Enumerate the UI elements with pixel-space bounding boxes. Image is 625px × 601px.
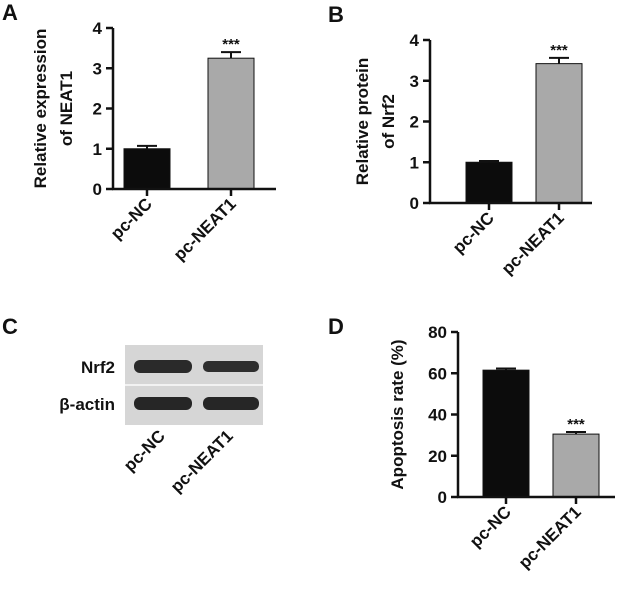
bar-b-1 [535,63,583,204]
y-tick-label-d-3: 60 [428,364,447,383]
y-tick-label-a-2: 2 [93,100,102,119]
y-tick-label-d-4: 80 [428,323,447,342]
y-tick-label-a-3: 3 [93,59,102,78]
blot-divider [125,384,263,386]
y-tick-label-b-4: 4 [410,31,420,50]
panel-letter-b: B [328,2,344,27]
y-tick-label-a-4: 4 [93,19,103,38]
y-axis-label-a-0: Relative expression [31,29,50,189]
category-label-a-1: pc-NEAT1 [170,194,240,264]
y-tick-label-d-2: 40 [428,406,447,425]
category-label-b-0: pc-NC [449,208,498,257]
panel-letter-d: D [328,314,344,339]
band-actin-pc-nc [134,397,192,410]
panel-letter-a: A [2,0,18,25]
chart-d-apoptosis-rate: pc-NC *** pc-NEAT1 0 20 40 60 80 Apoptosis rate … [388,323,615,572]
y-tick-label-b-2: 2 [410,113,419,132]
y-axis-label-b-0: Relative protein [353,58,372,186]
bar-b-0 [465,161,513,204]
category-label-d-1: pc-NEAT1 [515,502,585,572]
panel-letter-c: C [2,314,18,339]
y-tick-label-a-0: 0 [93,180,102,199]
blot-lane-label-pc-nc: pc-NC [120,426,169,475]
blot-row-label-beta-actin: β-actin [59,395,115,414]
y-tick-label-b-1: 1 [410,153,419,172]
y-tick-label-d-1: 20 [428,447,447,466]
band-nrf2-pc-neat1 [203,361,259,372]
y-tick-label-a-1: 1 [93,140,102,159]
chart-a-relative-expression: pc-NC *** pc-NEAT1 0 1 2 3 4 Relative expression… [31,19,276,264]
bar-d-0 [482,369,530,498]
band-actin-pc-neat1 [203,397,259,410]
category-label-a-0: pc-NC [107,194,156,243]
y-tick-label-b-0: 0 [410,194,419,213]
bar-d-1 [552,433,600,498]
significance-d-1: *** [567,416,585,433]
band-nrf2-pc-nc [134,360,192,373]
blot-lane-label-pc-neat1: pc-NEAT1 [167,426,237,496]
bar-a-1 [207,57,255,190]
category-label-b-1: pc-NEAT1 [498,208,568,278]
blot-row-label-nrf2: Nrf2 [81,358,115,377]
y-axis-label-b-1: of Nrf2 [379,94,398,149]
significance-a-1: *** [222,36,240,53]
y-axis-label-a-1: of NEAT1 [57,71,76,146]
chart-b-relative-protein: pc-NC *** pc-NEAT1 0 1 2 3 4 Relative protein of … [353,31,592,278]
western-blot: Nrf2 β-actin pc-NC pc-NEAT1 [59,345,263,496]
y-tick-label-d-0: 0 [438,488,447,507]
bar-a-0 [123,148,171,190]
significance-b-1: *** [550,42,568,59]
category-label-d-0: pc-NC [466,502,515,551]
y-tick-label-b-3: 3 [410,72,419,91]
y-axis-label-d-0: Apoptosis rate (%) [388,339,407,489]
